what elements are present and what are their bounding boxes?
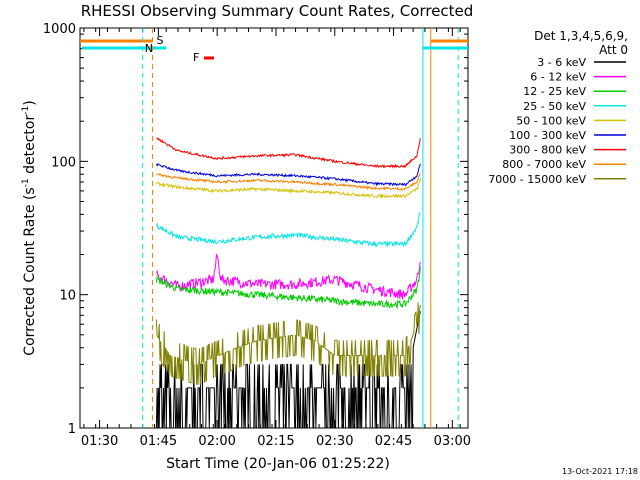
y-label-part-1: Corrected Count Rate (s [22,187,38,355]
flare-label: F [193,51,199,64]
y-tick-label: 10 [59,289,76,304]
y-label-sup-1: -1 [21,178,31,187]
legend-header-1: Det 1,3,4,5,6,9, [534,29,628,43]
legend: Det 1,3,4,5,6,9, Att 0 3 - 6 keV 6 - 12 k… [488,29,628,186]
series-line-6 [155,163,421,187]
axes: 1 10 100 1000 01:30 01:45 02:00 02:15 02:30 02:45… [43,22,471,449]
x-axis-label: Start Time (20-Jan-06 01:25:22) [166,456,390,472]
y-label-part-2: detector [22,115,38,179]
legend-label-8: 800 - 7000 keV [502,158,586,171]
legend-label-6: 100 - 300 keV [509,129,586,142]
y-axis-label: Corrected Count Rate (s-1 detector-1) [21,100,38,355]
x-tick-label: 03:00 [434,434,471,449]
series-line-8 [156,172,421,191]
legend-label-7: 300 - 800 keV [509,144,586,157]
x-tick-label: 02:00 [198,434,235,449]
chart-title: RHESSI Observing Summary Count Rates, Co… [81,2,474,20]
x-tick-label: 02:45 [375,434,412,449]
plot-area [79,27,469,429]
series-line-3 [155,266,421,310]
legend-label-4: 25 - 50 keV [523,100,586,113]
x-tick-label: 01:30 [81,434,118,449]
legend-label-2: 6 - 12 keV [530,71,586,84]
x-tick-label: 02:15 [257,434,294,449]
series-line-9 [155,302,421,385]
series-line-4 [155,212,421,248]
series-line-2 [155,253,421,300]
series-line-7 [156,137,421,169]
marker-layer: SN F [80,28,468,428]
legend-header-2: Att 0 [599,43,628,57]
y-tick-label: 100 [51,155,76,170]
y-label-part-3: ) [22,100,38,105]
x-tick-label: 02:30 [316,434,353,449]
plot-frame [79,27,469,429]
footer-date: 13-Oct-2021 17:18 [562,467,638,476]
saa-label: S [157,34,164,47]
y-tick-label: 1000 [43,22,76,37]
legend-label-9: 7000 - 15000 keV [488,173,586,186]
series-line-5 [156,178,421,200]
y-label-sup-2: -1 [21,106,31,115]
series-line-1 [155,311,421,429]
x-tick-label: 01:45 [140,434,177,449]
legend-label-3: 12 - 25 keV [523,85,586,98]
legend-label-5: 50 - 100 keV [516,114,586,127]
y-tick-label: 1 [68,422,76,437]
night-label: N [145,42,153,55]
series-layer [155,137,421,429]
legend-label-1: 3 - 6 keV [537,56,586,69]
